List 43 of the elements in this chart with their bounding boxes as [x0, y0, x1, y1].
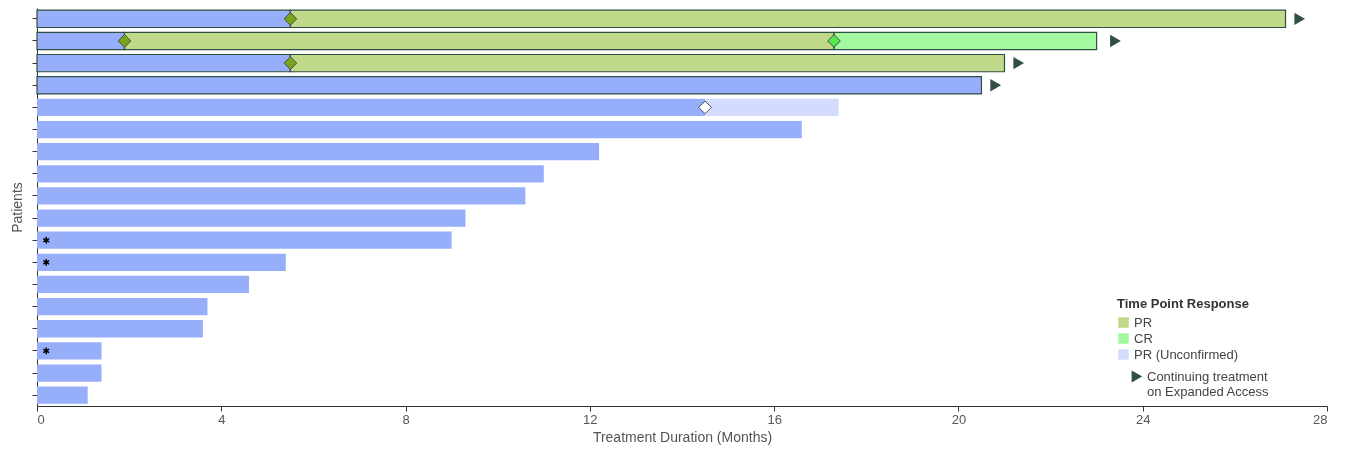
x-tick-label: 12 [583, 411, 598, 427]
x-tick-label: 16 [767, 411, 782, 427]
legend-label: PR [1134, 314, 1153, 330]
bar [37, 342, 102, 360]
legend-label: Continuing treatment on Expanded Access [1147, 368, 1269, 399]
bar [37, 275, 249, 294]
bar [37, 143, 600, 161]
bar [37, 209, 466, 227]
bar [37, 165, 544, 183]
bar [37, 364, 102, 382]
point [283, 56, 298, 70]
point [283, 12, 298, 26]
x-tick-label: 8 [402, 411, 410, 427]
point [698, 100, 712, 115]
point [1294, 13, 1305, 25]
bar [37, 253, 286, 271]
bar [37, 120, 802, 139]
x-tick-label: 4 [218, 411, 226, 427]
x-tick-label: 28 [1313, 411, 1328, 427]
legend-title: Time Point Response [1117, 296, 1249, 311]
bar [37, 386, 88, 404]
bar [705, 98, 839, 117]
bar [37, 187, 526, 205]
point [990, 79, 1001, 91]
x-axis-title: Treatment Duration (Months) [592, 428, 773, 445]
point [42, 236, 50, 245]
point [42, 258, 50, 267]
point [117, 34, 132, 48]
x-tick-label: 24 [1135, 411, 1151, 427]
bar [36, 76, 983, 95]
x-tick-label: 0 [37, 411, 45, 427]
point [1013, 57, 1024, 69]
legend-label: PR (Unconfirmed) [1134, 346, 1239, 362]
bar [37, 320, 203, 338]
bar [37, 98, 706, 117]
legend-label: CR [1134, 330, 1153, 346]
point [42, 346, 50, 355]
y-axis-title: Patients [8, 182, 25, 233]
x-tick-label: 20 [951, 411, 967, 427]
bar [37, 231, 452, 249]
point [1110, 35, 1121, 47]
point [827, 34, 841, 48]
bar [37, 297, 208, 316]
